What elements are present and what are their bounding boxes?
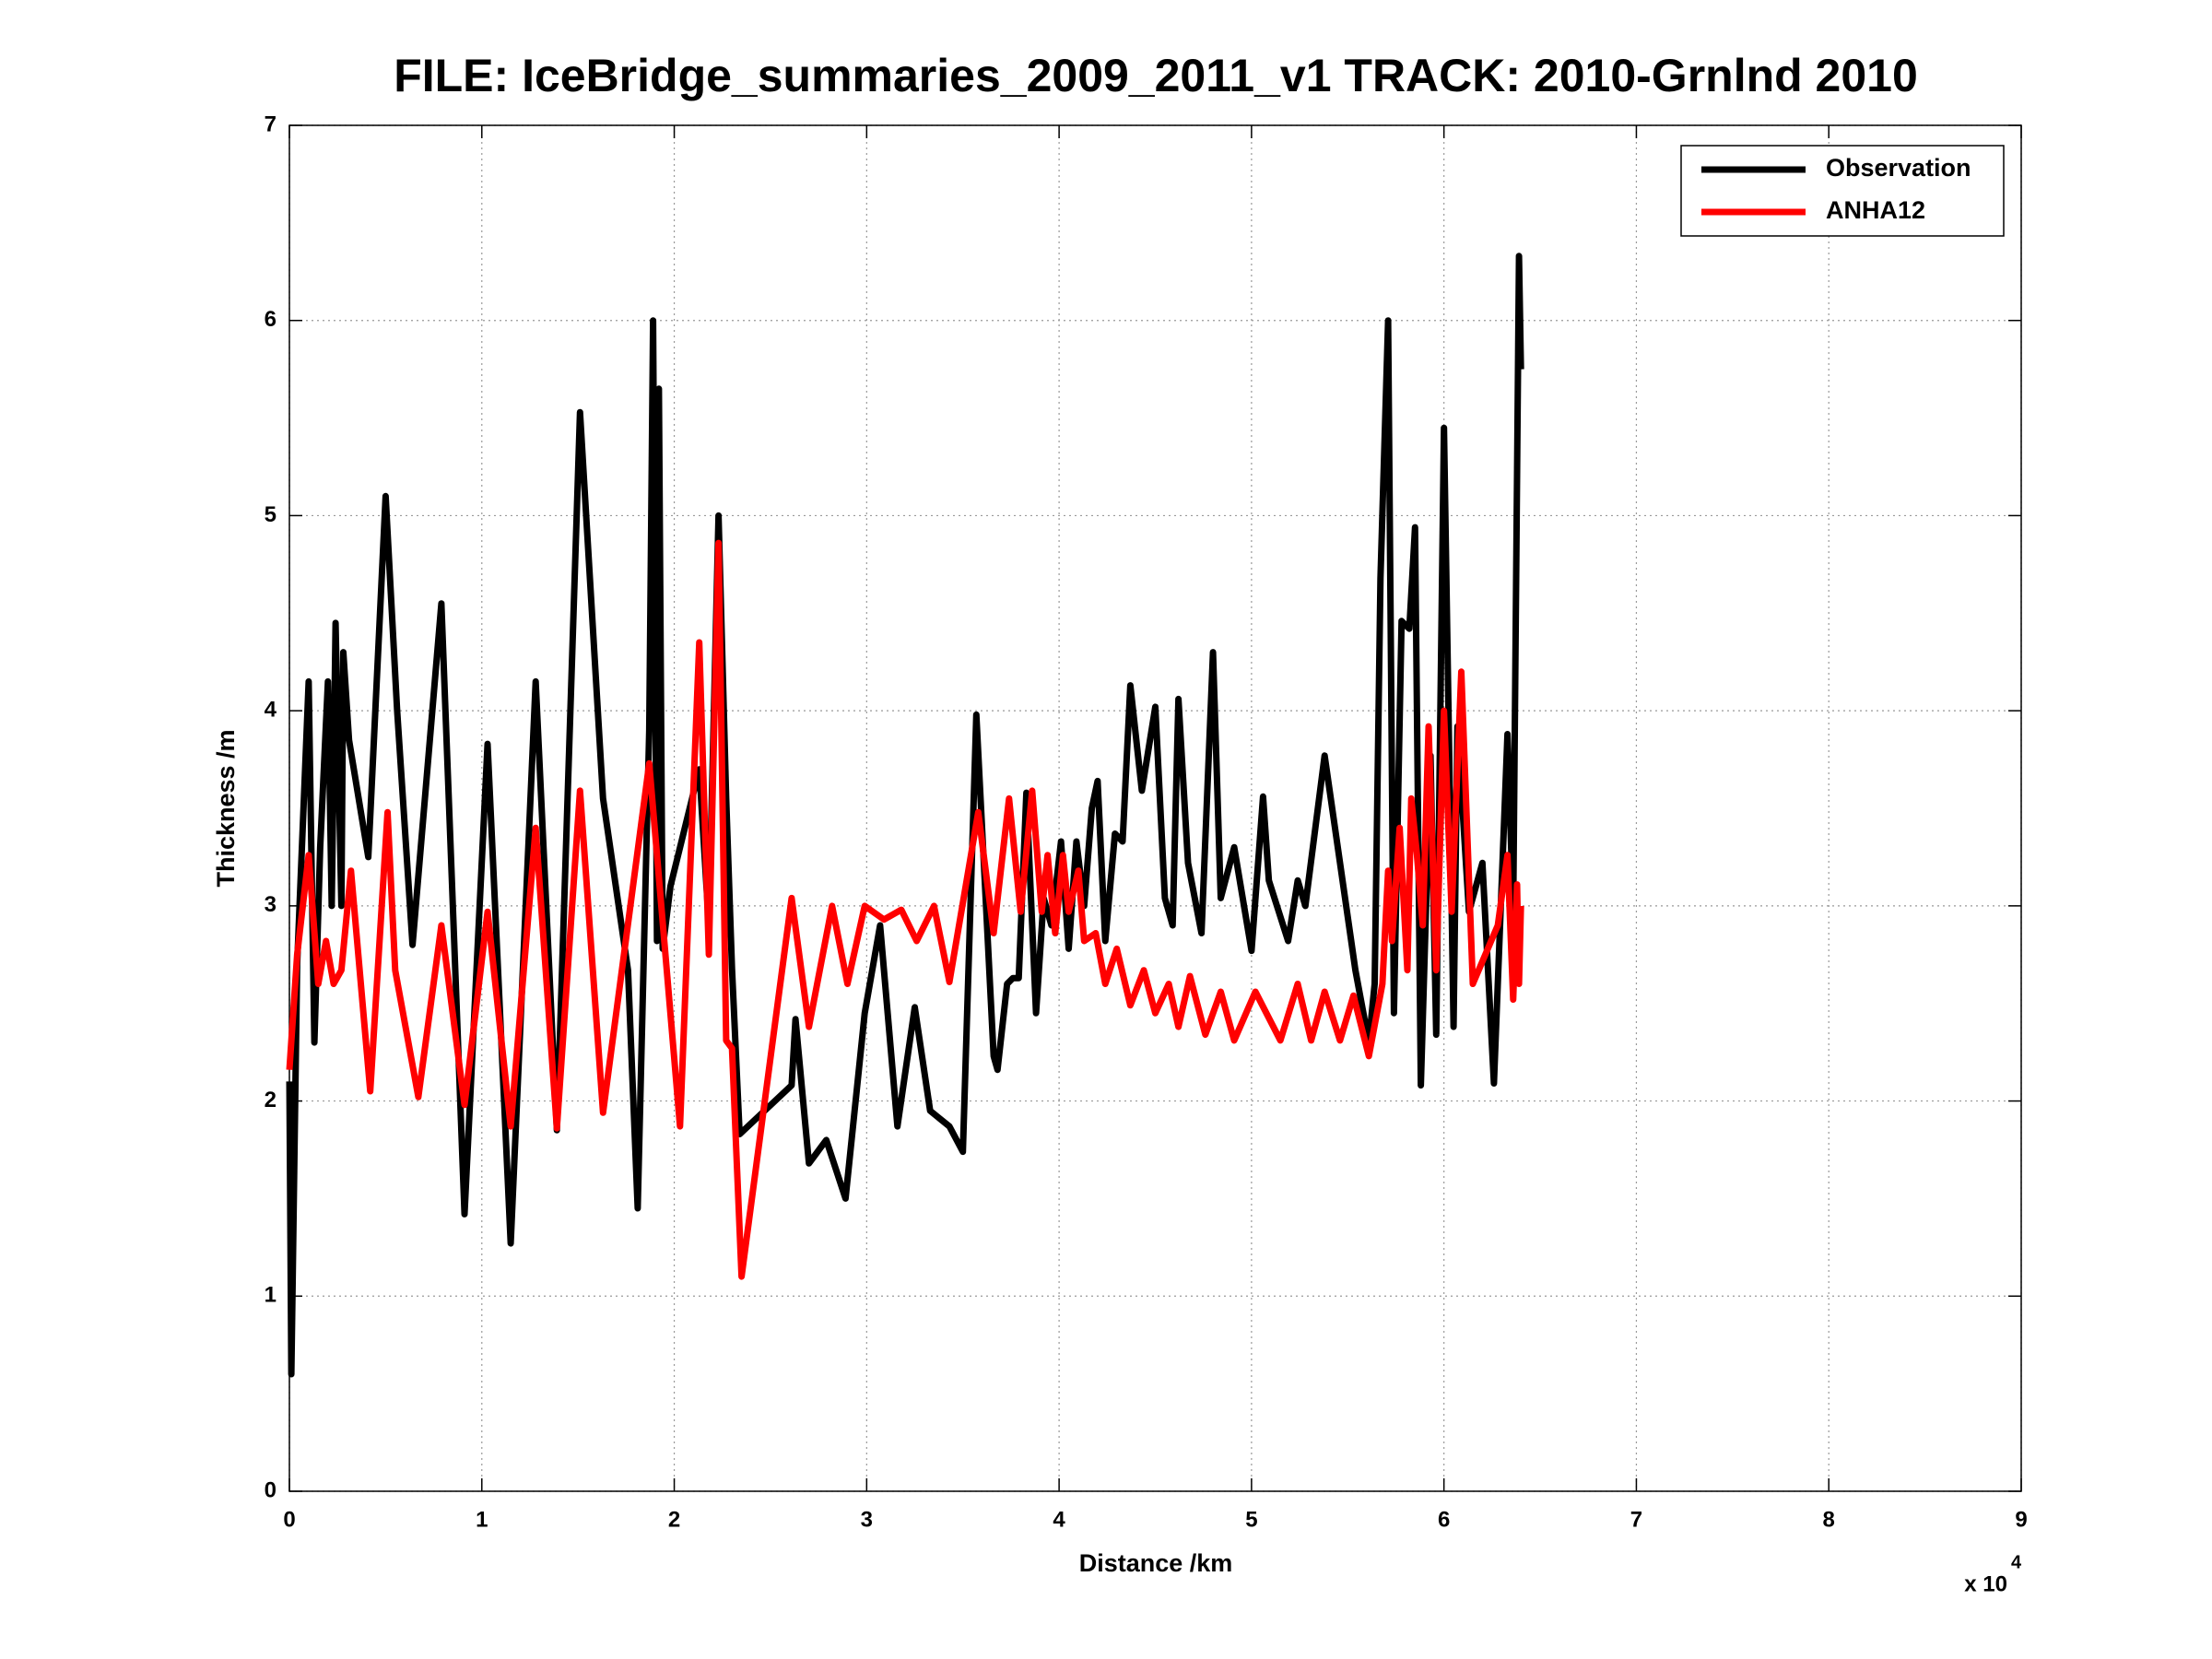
series-line [286,539,1524,1280]
legend-label: ANHA12 [1826,196,1925,224]
legend-box [1680,145,2005,237]
x-axis-label: Distance /km [1079,1549,1233,1577]
x-tick-label: 4 [1053,1507,1065,1532]
series-line [286,253,1524,1378]
x-tick-label: 5 [1245,1507,1257,1532]
chart-title: FILE: IceBridge_summaries_2009_2011_v1 T… [394,50,1918,101]
x-tick-label: 2 [668,1507,680,1532]
x-scale-exponent: 4 [2011,1552,2022,1572]
x-tick-label: 8 [1823,1507,1835,1532]
y-tick-label: 4 [265,697,277,722]
y-axis-label: Thickness /m [212,729,240,887]
y-tick-label: 1 [265,1283,276,1308]
x-tick-label: 0 [283,1507,295,1532]
plot-frame [288,124,2022,1492]
y-tick-label: 5 [265,502,276,527]
x-scale-base: x 10 [1964,1571,2007,1596]
y-tick-label: 2 [265,1088,276,1112]
y-tick-label: 0 [265,1477,276,1502]
x-tick-label: 9 [2015,1507,2027,1532]
x-tick-label: 6 [1438,1507,1450,1532]
y-tick-label: 3 [265,892,276,917]
x-tick-label: 3 [861,1507,873,1532]
y-tick-label: 7 [265,112,276,136]
legend-label: Observation [1826,154,1971,182]
y-tick-label: 6 [265,307,276,332]
x-tick-label: 7 [1630,1507,1642,1532]
x-tick-label: 1 [476,1507,488,1532]
